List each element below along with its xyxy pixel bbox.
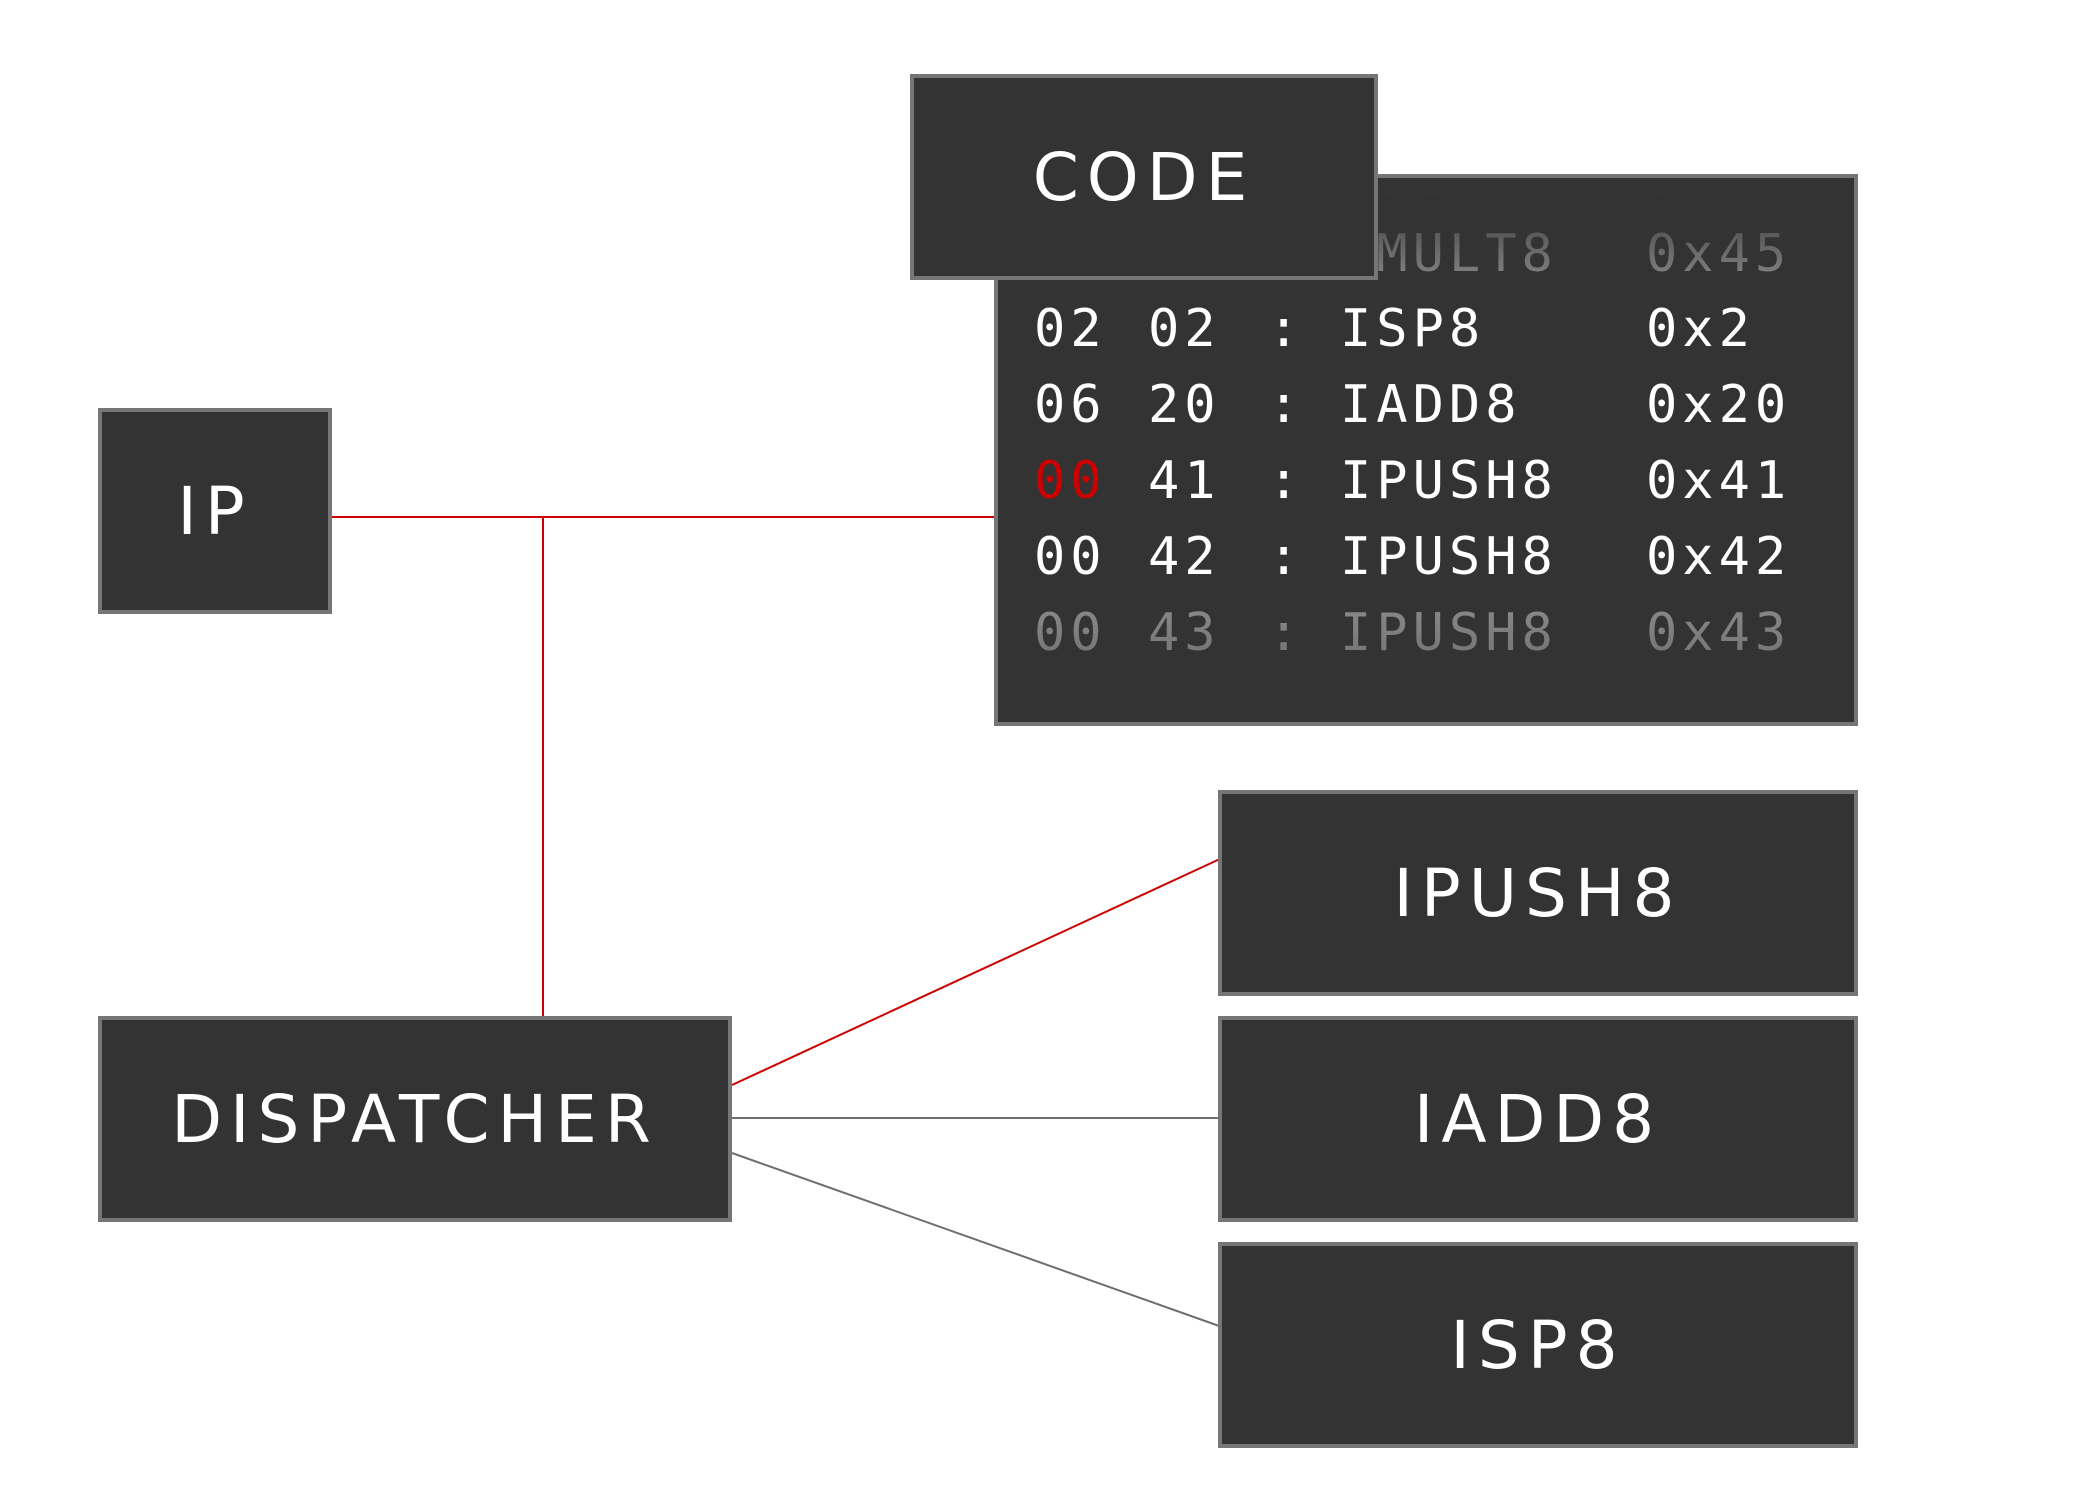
code-row-current: 00 41: IPUSH8 0x41 <box>998 443 1854 519</box>
handler-label: IADD8 <box>1413 1080 1663 1158</box>
dispatcher-label: DISPATCHER <box>171 1080 659 1158</box>
dispatcher-to-ipush8-line <box>731 857 1223 1086</box>
operand-byte: 02 <box>1148 299 1221 359</box>
mnemonic: ISP8 <box>1340 299 1486 359</box>
opcode-byte: 00 <box>1034 451 1107 511</box>
handler-box-iadd8: IADD8 <box>1218 1016 1858 1222</box>
argument: 0x2 <box>1646 299 1755 359</box>
code-row: 06 20: IADD8 0x20 <box>998 367 1854 443</box>
separator: : <box>1268 375 1305 435</box>
dispatcher-box: DISPATCHER <box>98 1016 732 1222</box>
separator: : <box>1268 299 1305 359</box>
dispatcher-to-isp8-line <box>731 1152 1223 1328</box>
panel-bottom-fade <box>998 592 1854 722</box>
opcode-byte: 00 <box>1034 527 1107 587</box>
code-label-box: CODE <box>910 74 1378 280</box>
mnemonic: IPUSH8 <box>1340 451 1558 511</box>
ip-box: IP <box>98 408 332 614</box>
opcode-byte: 02 <box>1034 299 1107 359</box>
mnemonic: IPUSH8 <box>1340 527 1558 587</box>
handler-box-ipush8: IPUSH8 <box>1218 790 1858 996</box>
separator: : <box>1268 527 1305 587</box>
handler-label: ISP8 <box>1450 1306 1626 1384</box>
code-row: 02 02: ISP8 0x2 <box>998 291 1854 367</box>
handler-box-isp8: ISP8 <box>1218 1242 1858 1448</box>
mnemonic: IADD8 <box>1340 375 1522 435</box>
operand-byte: 42 <box>1148 527 1221 587</box>
argument: 0x41 <box>1646 451 1792 511</box>
handler-label: IPUSH8 <box>1393 854 1683 932</box>
code-label: CODE <box>1032 138 1256 216</box>
operand-byte: 20 <box>1148 375 1221 435</box>
operand-byte: 41 <box>1148 451 1221 511</box>
opcode-byte: 06 <box>1034 375 1107 435</box>
separator: : <box>1268 451 1305 511</box>
argument: 0x20 <box>1646 375 1792 435</box>
code-row: 00 42: IPUSH8 0x42 <box>998 519 1854 595</box>
argument: 0x42 <box>1646 527 1792 587</box>
ip-label: IP <box>177 472 253 550</box>
